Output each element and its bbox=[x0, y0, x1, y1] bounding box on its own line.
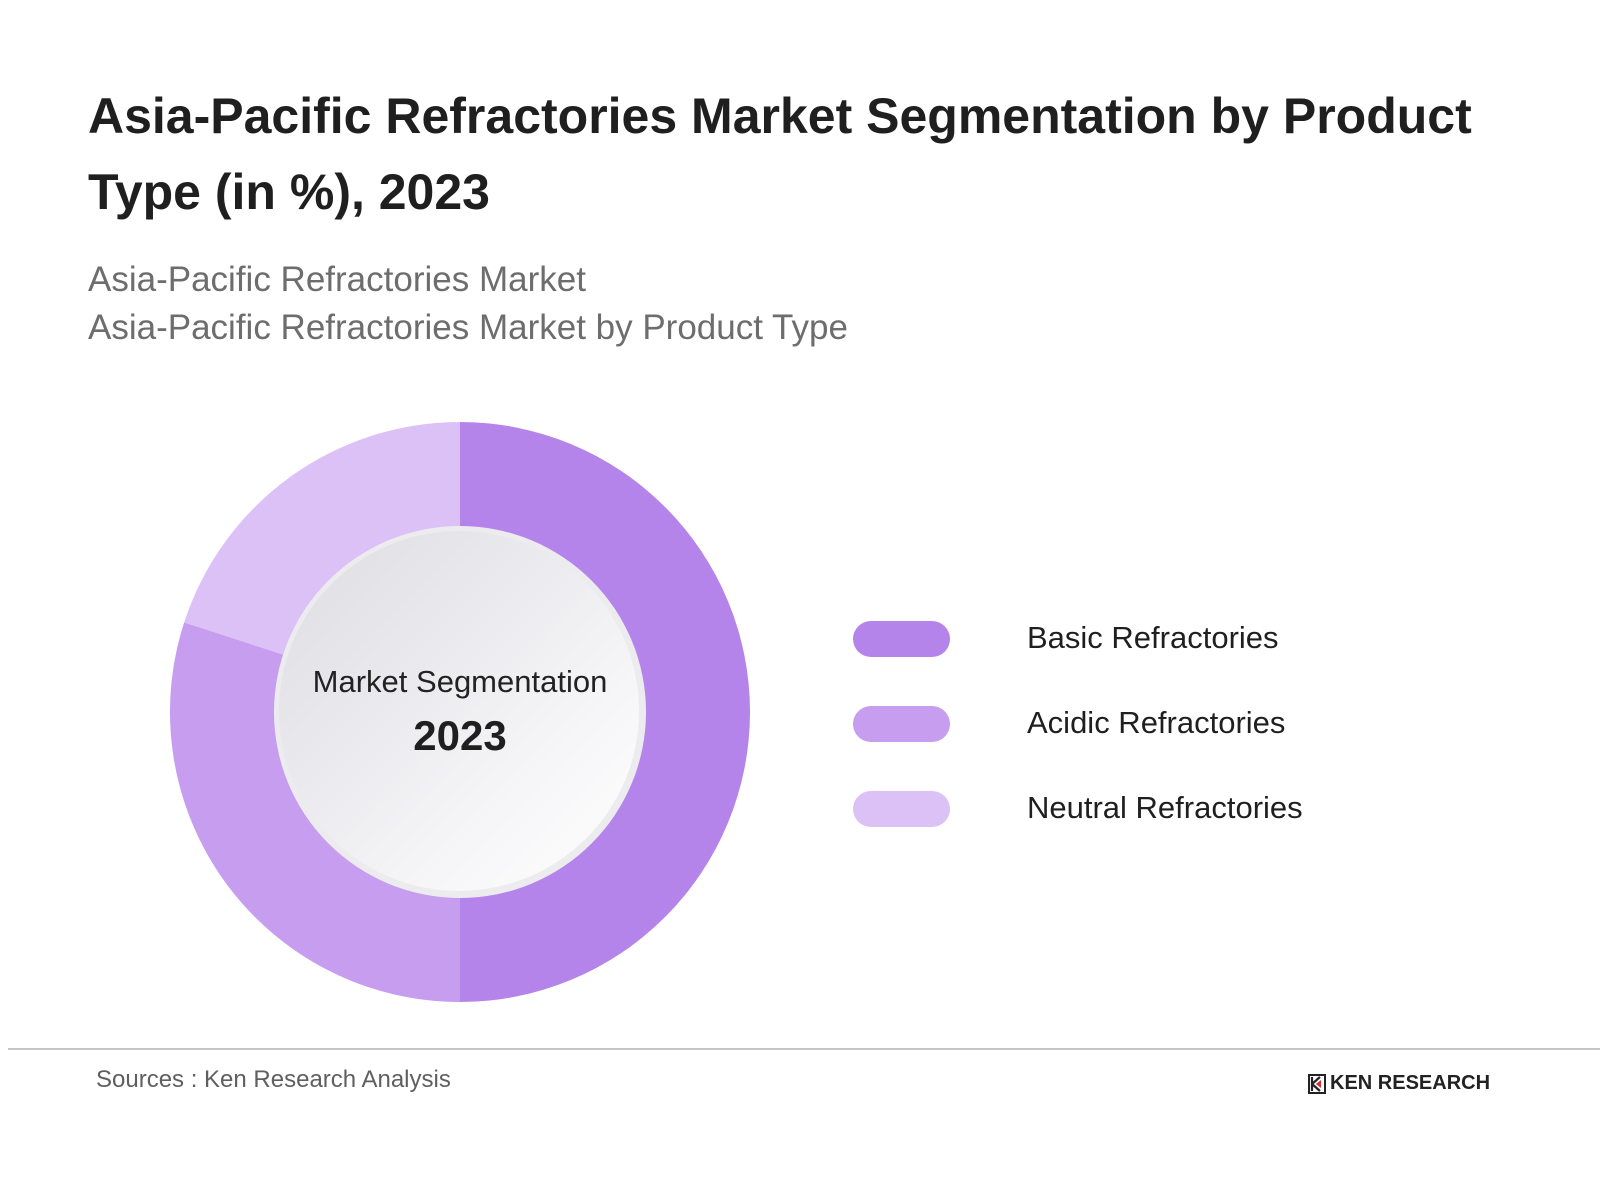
subtitle-line-1: Asia-Pacific Refractories Market bbox=[88, 260, 586, 299]
legend-label-acidic: Acidic Refractories bbox=[1027, 705, 1286, 740]
subtitle-line-2: Asia-Pacific Refractories Market by Prod… bbox=[88, 308, 848, 347]
logo-text: KEN RESEARCH bbox=[1330, 1072, 1491, 1094]
legend-label-neutral: Neutral Refractories bbox=[1027, 790, 1303, 825]
legend-swatch-basic bbox=[853, 621, 950, 657]
donut-chart bbox=[170, 422, 750, 1002]
legend-swatch-neutral bbox=[853, 791, 950, 827]
footer-divider bbox=[8, 1048, 1600, 1050]
center-title: Market Segmentation bbox=[312, 664, 608, 699]
center-year: 2023 bbox=[413, 712, 507, 759]
legend-item-neutral: Neutral Refractories bbox=[853, 788, 1373, 828]
source-note: Sources : Ken Research Analysis bbox=[96, 1066, 451, 1093]
legend-item-basic: Basic Refractories bbox=[853, 618, 1373, 658]
ken-research-k-icon bbox=[1308, 1073, 1326, 1094]
ken-research-logo: KEN RESEARCH bbox=[1308, 1072, 1490, 1095]
center-disc bbox=[279, 531, 639, 891]
legend-item-acidic: Acidic Refractories bbox=[853, 703, 1373, 743]
donut-center-label: Market Segmentation 2023 bbox=[280, 532, 640, 892]
legend-swatch-acidic bbox=[853, 706, 950, 742]
chart-title: Asia-Pacific Refractories Market Segment… bbox=[88, 88, 1472, 220]
legend-label-basic: Basic Refractories bbox=[1027, 620, 1279, 655]
chart-subtitle: Asia-Pacific Refractories Market Asia-Pa… bbox=[88, 256, 848, 352]
